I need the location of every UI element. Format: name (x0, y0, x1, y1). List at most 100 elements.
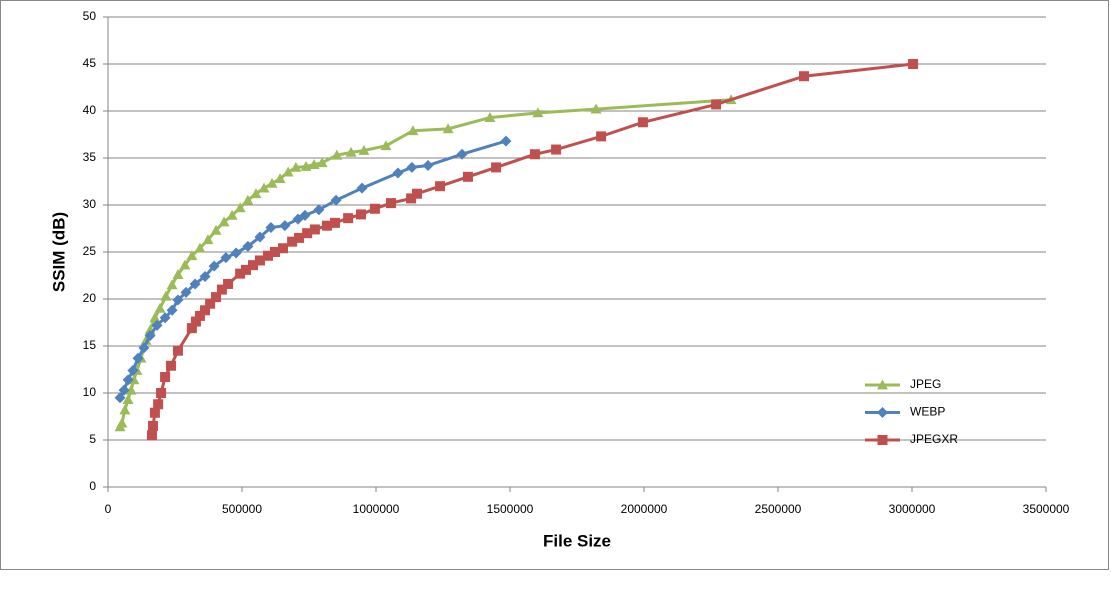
y-tick-label: 20 (83, 291, 97, 305)
x-tick-label: 3500000 (1023, 502, 1070, 516)
x-tick-label: 3000000 (889, 502, 936, 516)
point (234, 202, 246, 213)
point (116, 417, 128, 428)
point (343, 213, 354, 224)
point (230, 247, 242, 259)
point (392, 167, 404, 179)
point (153, 399, 164, 410)
point (250, 188, 262, 199)
point (355, 209, 366, 220)
point (412, 188, 423, 199)
point (316, 157, 328, 168)
legend-marker (877, 379, 888, 390)
point (146, 430, 157, 441)
y-tick-label: 35 (83, 150, 97, 164)
point (199, 270, 211, 282)
point (386, 198, 397, 209)
point (179, 259, 191, 270)
point (114, 392, 126, 404)
point (254, 255, 265, 266)
point (208, 260, 220, 272)
point (266, 177, 278, 188)
y-tick-label: 50 (83, 9, 97, 23)
point (300, 160, 312, 171)
point (220, 252, 232, 264)
point (138, 342, 150, 354)
point (235, 268, 246, 279)
y-tick-label: 40 (83, 103, 97, 117)
point (590, 103, 602, 114)
point (279, 220, 291, 232)
point (160, 372, 171, 383)
point (330, 194, 342, 206)
point (241, 264, 252, 275)
point (456, 148, 468, 160)
point (422, 160, 434, 172)
point (529, 149, 540, 160)
point (172, 269, 184, 279)
point (148, 420, 159, 431)
point (532, 107, 544, 118)
y-tick-label: 30 (83, 197, 97, 211)
point (160, 290, 172, 301)
point (118, 384, 130, 396)
point (242, 194, 254, 205)
x-tick-label: 1500000 (487, 502, 534, 516)
point (596, 131, 607, 142)
point (290, 161, 302, 172)
point (223, 278, 234, 289)
point (144, 330, 156, 342)
point (262, 250, 273, 261)
y-tick-label: 45 (83, 56, 97, 70)
point (122, 374, 134, 386)
point (119, 404, 131, 415)
point (132, 352, 144, 364)
point (190, 316, 201, 327)
point (242, 240, 254, 252)
point (151, 319, 163, 331)
point (172, 294, 184, 306)
x-tick-label: 2000000 (621, 502, 668, 516)
point (435, 181, 446, 192)
point (500, 135, 512, 147)
point (798, 71, 809, 82)
point (442, 123, 454, 134)
point (345, 146, 357, 157)
point (356, 182, 368, 194)
y-axis-title: SSIM (dB) (49, 212, 68, 292)
point (254, 231, 266, 243)
legend-marker (877, 407, 888, 418)
point (908, 59, 919, 69)
point (321, 220, 332, 231)
point (287, 236, 298, 247)
point (186, 250, 198, 261)
point (202, 234, 214, 245)
point (313, 204, 325, 216)
x-axis-title: File Size (543, 531, 611, 550)
x-tick-label: 0 (105, 502, 112, 516)
point (462, 171, 473, 182)
legend-label: JPEGXR (910, 432, 958, 446)
point (194, 242, 206, 253)
point (278, 243, 289, 254)
x-tick-label: 2500000 (755, 502, 802, 516)
point (269, 247, 280, 257)
point (247, 260, 258, 271)
point (551, 144, 562, 155)
point (294, 232, 305, 243)
point (156, 388, 167, 398)
point (331, 149, 343, 160)
y-tick-label: 15 (83, 338, 97, 352)
point (165, 360, 176, 371)
point (274, 173, 286, 184)
point (205, 298, 216, 309)
point (125, 384, 137, 395)
point (265, 222, 277, 234)
point (186, 323, 197, 334)
point (210, 224, 222, 235)
point (216, 284, 227, 295)
point (406, 161, 418, 173)
point (154, 302, 166, 313)
point (491, 162, 502, 173)
